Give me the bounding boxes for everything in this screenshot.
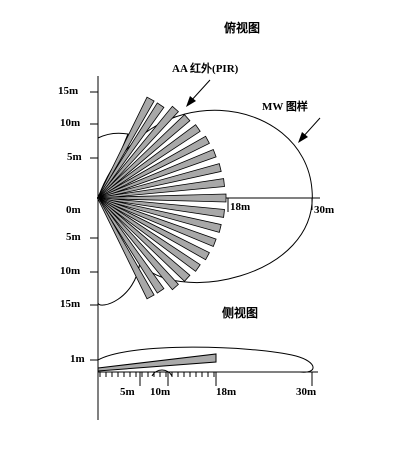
y-tick-15m-lower: 15m	[60, 298, 81, 310]
side-view-title: 侧视图	[222, 306, 259, 320]
mw-label: MW 图样	[262, 101, 308, 113]
top-view-title: 俯视图	[224, 21, 261, 35]
side-x-tick-5m: 5m	[120, 386, 135, 398]
side-scale-ticks	[99, 372, 313, 386]
side-x-tick-18m: 18m	[216, 386, 237, 398]
side-mw-outline	[97, 346, 314, 373]
y-tick-5m-lower: 5m	[66, 231, 81, 243]
y-tick-marks	[90, 91, 98, 306]
pir-pointer-arrow	[186, 79, 211, 107]
side-x-tick-30m: 30m	[296, 386, 317, 398]
mw-upper-lobe	[97, 132, 129, 179]
y-tick-10m-lower: 10m	[60, 265, 81, 277]
y-tick-15m-upper: 15m	[58, 85, 79, 97]
pir-beam-19	[97, 197, 155, 300]
y-tick-5m-upper: 5m	[67, 151, 82, 163]
mw-pattern-outline	[97, 109, 313, 306]
y-tick-0m: 0m	[66, 204, 81, 216]
side-target-mark	[151, 369, 173, 377]
y-tick-10m-upper: 10m	[60, 117, 81, 129]
pir-label: AA 红外(PIR)	[172, 63, 239, 75]
x-tick-18m-top: 18m	[230, 201, 251, 213]
side-x-tick-10m: 10m	[150, 386, 171, 398]
pir-beams	[97, 96, 227, 300]
x-tick-30m-top: 30m	[314, 204, 335, 216]
side-y-tick-1m-label: 1m	[70, 353, 85, 365]
mw-pointer-arrow	[298, 117, 321, 143]
side-pir-beam	[97, 353, 217, 372]
